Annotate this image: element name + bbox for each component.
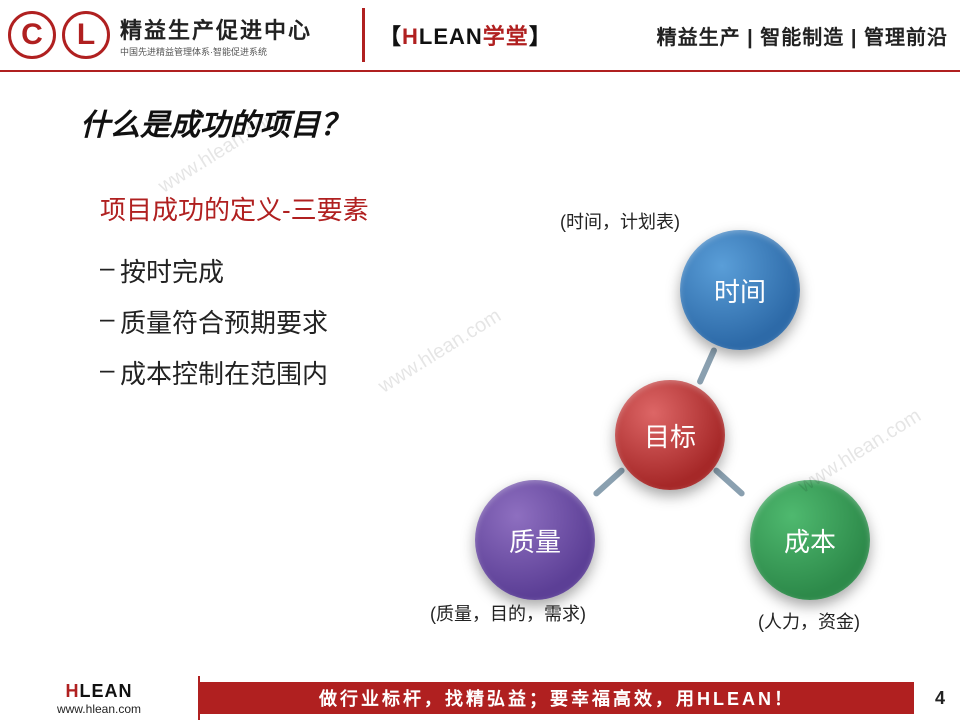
tagline: 精益生产 | 智能制造 | 管理前沿 bbox=[657, 21, 948, 50]
logo-area: C L 精益生产促进中心 中国先进精益管理体系·智能促进系统 bbox=[8, 11, 348, 59]
diagram: (时间，计划表) 时间 目标 成本 质量 (人力，资金) (质量，目的，需求) bbox=[440, 200, 920, 630]
bullet-item: 按时完成 bbox=[100, 245, 460, 296]
header-divider bbox=[362, 8, 365, 62]
header: C L 精益生产促进中心 中国先进精益管理体系·智能促进系统 【HLEAN学堂】… bbox=[0, 0, 960, 72]
logo-main: 精益生产促进中心 bbox=[120, 13, 312, 45]
bullet-item: 成本控制在范围内 bbox=[100, 347, 460, 398]
bullet-item: 质量符合预期要求 bbox=[100, 296, 460, 347]
logo-c-icon: C bbox=[8, 11, 56, 59]
connector bbox=[712, 466, 746, 497]
content-text: 项目成功的定义-三要素 按时完成 质量符合预期要求 成本控制在范围内 bbox=[100, 190, 460, 398]
node-goal: 目标 bbox=[615, 380, 725, 490]
node-time: 时间 bbox=[680, 230, 800, 350]
caption-quality: (质量，目的，需求) bbox=[430, 600, 586, 626]
caption-cost: (人力，资金) bbox=[758, 608, 860, 634]
logo-l-icon: L bbox=[62, 11, 110, 59]
caption-time: (时间，计划表) bbox=[560, 208, 680, 234]
page-number: 4 bbox=[920, 688, 960, 709]
slide-title: 什么是成功的项目？ bbox=[80, 100, 350, 144]
node-cost: 成本 bbox=[750, 480, 870, 600]
footer-url: www.hlean.com bbox=[57, 702, 141, 716]
footer-slogan: 做行业标杆，找精弘益；要幸福高效，用HLEAN！ bbox=[200, 682, 914, 714]
footer-logo: HLEAN www.hlean.com bbox=[0, 676, 200, 720]
footer: HLEAN www.hlean.com 做行业标杆，找精弘益；要幸福高效，用HL… bbox=[0, 676, 960, 720]
subtitle: 项目成功的定义-三要素 bbox=[100, 190, 460, 227]
bullet-list: 按时完成 质量符合预期要求 成本控制在范围内 bbox=[100, 245, 460, 398]
logo-text: 精益生产促进中心 中国先进精益管理体系·智能促进系统 bbox=[120, 13, 312, 58]
connector bbox=[696, 347, 718, 386]
connector bbox=[592, 466, 626, 497]
logo-sub: 中国先进精益管理体系·智能促进系统 bbox=[120, 45, 312, 58]
footer-logo-text: HLEAN bbox=[66, 681, 133, 702]
brand: 【HLEAN学堂】 bbox=[379, 19, 552, 51]
node-quality: 质量 bbox=[475, 480, 595, 600]
